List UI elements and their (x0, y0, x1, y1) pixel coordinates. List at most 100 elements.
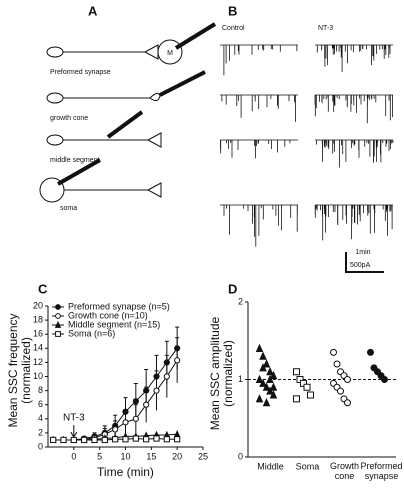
site-label: growth cone (50, 115, 88, 122)
marker (174, 436, 181, 443)
marker (132, 415, 139, 422)
legend-label: Soma (n=6) (68, 328, 115, 338)
y-tick-label: 0 (38, 441, 43, 451)
y-tick-label: 6 (38, 399, 43, 409)
marker (122, 436, 129, 443)
marker (307, 391, 314, 399)
site-label: middle segment (50, 157, 99, 164)
marker (91, 436, 98, 444)
marker (293, 368, 300, 376)
marker (112, 436, 119, 443)
marker (259, 363, 267, 372)
traces (220, 44, 394, 247)
trace (220, 139, 298, 159)
marker (132, 398, 139, 405)
trace (220, 44, 298, 76)
marker (255, 394, 264, 403)
marker (55, 313, 61, 319)
y-tick-label: 0 (238, 451, 243, 461)
marker (266, 367, 274, 376)
marker (143, 436, 150, 443)
marker (344, 376, 351, 383)
y-tick-label: 20 (33, 300, 43, 310)
annotation: NT-3 (63, 413, 85, 424)
x-tick-label: 15 (146, 451, 156, 461)
y-tick-label: 2 (238, 296, 243, 306)
marker (55, 304, 61, 310)
site-label: soma (60, 205, 77, 212)
marker (122, 419, 129, 426)
x-tick-label: 20 (172, 451, 182, 461)
y-axis-label: Mean SSC frequency(normalized) (6, 313, 33, 427)
y-tick-label: 2 (38, 427, 43, 437)
site-label: Preformed synapse (50, 69, 111, 76)
marker (173, 430, 181, 438)
marker (101, 436, 108, 444)
marker (81, 436, 88, 444)
trace (220, 94, 298, 122)
marker (50, 436, 57, 444)
x-tick-label: 0 (71, 451, 76, 461)
panel-label: B (228, 3, 237, 18)
y-tick-label: 10 (33, 371, 43, 381)
marker (262, 398, 271, 407)
marker (132, 435, 139, 442)
marker (367, 348, 374, 356)
trace (314, 94, 393, 124)
y-tick-label: 12 (33, 357, 43, 367)
marker (337, 387, 344, 395)
marker (153, 435, 160, 442)
y-tick-label: 14 (33, 343, 43, 353)
marker (70, 436, 77, 444)
scale-bar (345, 252, 384, 273)
legend-label: Preformed synapse (n=5) (68, 301, 170, 311)
marker (266, 386, 274, 395)
x-tick-label: Soma (296, 461, 320, 471)
panel-label: C (38, 281, 48, 296)
x-tick-label: Middle (257, 461, 284, 471)
y-tick-label: 1 (238, 374, 243, 384)
legend-label: Middle segment (n=15) (68, 319, 160, 329)
y-tick-label: 4 (38, 413, 43, 423)
marker (259, 378, 267, 387)
x-tick-label: 5 (97, 451, 102, 461)
x-tick-label: Growth cone (330, 461, 359, 481)
marker (163, 373, 170, 380)
marker (55, 331, 61, 337)
marker (112, 426, 119, 433)
marker (163, 436, 170, 443)
marker (255, 343, 264, 352)
y-tick-label: 16 (33, 329, 43, 339)
marker (293, 395, 300, 403)
marker (174, 357, 181, 364)
x-axis-label: Time (min) (97, 465, 154, 479)
panel-label: A (88, 3, 98, 18)
marker (330, 348, 337, 356)
marker (333, 360, 341, 368)
marker (262, 382, 271, 391)
marker (381, 376, 388, 383)
trace (315, 44, 393, 72)
marker (269, 370, 278, 380)
neuron-diagrams (39, 22, 217, 203)
x-tick-label: Preformed synapse (360, 461, 402, 481)
trace (220, 204, 298, 247)
marker (153, 387, 160, 394)
y-tick-label: 18 (33, 314, 43, 324)
column-label: Control (222, 25, 245, 32)
marker (60, 436, 67, 444)
marker (259, 351, 267, 360)
cell-label: M (167, 50, 173, 57)
scale-current: 500pA (350, 262, 371, 269)
y-tick-label: 8 (38, 385, 43, 395)
column-label: NT-3 (318, 25, 333, 32)
trace (315, 139, 394, 168)
x-tick-label: 25 (198, 451, 208, 461)
trace (314, 204, 393, 241)
marker (54, 320, 62, 328)
annotation-arrow (70, 425, 78, 438)
marker (143, 401, 150, 408)
marker (344, 399, 351, 407)
marker (266, 374, 274, 383)
